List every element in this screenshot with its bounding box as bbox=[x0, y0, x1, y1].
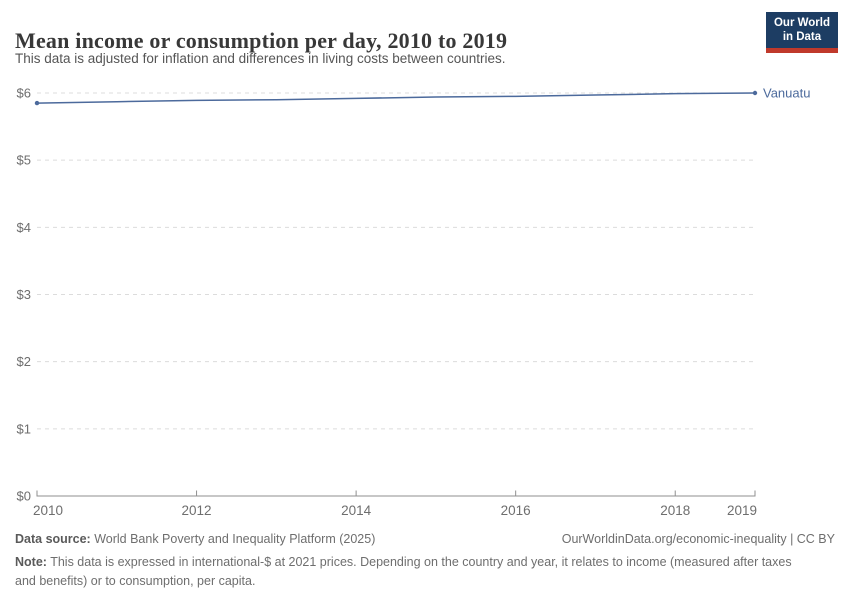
chart-note: Note: This data is expressed in internat… bbox=[15, 553, 815, 591]
chart-footer: Data source: World Bank Poverty and Ineq… bbox=[15, 532, 835, 546]
x-tick-label: 2014 bbox=[341, 503, 372, 518]
owid-logo-line2: in Data bbox=[782, 30, 822, 43]
x-tick-label: 2016 bbox=[501, 503, 531, 518]
y-tick-label: $2 bbox=[17, 354, 31, 369]
page-title: Mean income or consumption per day, 2010… bbox=[15, 27, 508, 53]
series-start-dot bbox=[34, 100, 40, 106]
y-tick-label: $0 bbox=[17, 489, 31, 504]
line-chart-plot: $0 $1 $2 $3 $4 $5 $6 2010 2012 2014 2016 2018 2019 Va… bbox=[17, 86, 811, 519]
x-tick-label: 2012 bbox=[182, 503, 212, 518]
y-tick-label: $6 bbox=[17, 86, 31, 101]
series-line-vanuatu[interactable] bbox=[36, 92, 756, 104]
y-tick-label: $4 bbox=[17, 220, 31, 235]
y-tick-label: $3 bbox=[17, 287, 31, 302]
owid-logo: Our World in Data bbox=[765, 12, 838, 53]
chart-subtitle: This data is adjusted for inflation and … bbox=[15, 51, 506, 66]
y-tick-label: $5 bbox=[17, 153, 31, 168]
x-tick-label: 2019 bbox=[727, 503, 757, 518]
x-tick-label: 2010 bbox=[33, 503, 63, 518]
data-source-text: World Bank Poverty and Inequality Platfo… bbox=[90, 532, 376, 546]
note-text: This data is expressed in international-… bbox=[15, 555, 792, 588]
series-end-dot bbox=[752, 90, 758, 96]
entity-label[interactable]: Vanuatu bbox=[763, 86, 810, 101]
data-source-line: Data source: World Bank Poverty and Ineq… bbox=[15, 532, 375, 546]
note-label: Note: bbox=[15, 555, 47, 569]
data-source-label: Data source: bbox=[15, 532, 91, 546]
owid-logo-line1: Our World bbox=[773, 17, 830, 29]
y-tick-label: $1 bbox=[17, 421, 31, 436]
credit-link[interactable]: OurWorldinData.org/economic-inequality |… bbox=[561, 532, 835, 546]
x-tick-label: 2018 bbox=[660, 503, 690, 518]
